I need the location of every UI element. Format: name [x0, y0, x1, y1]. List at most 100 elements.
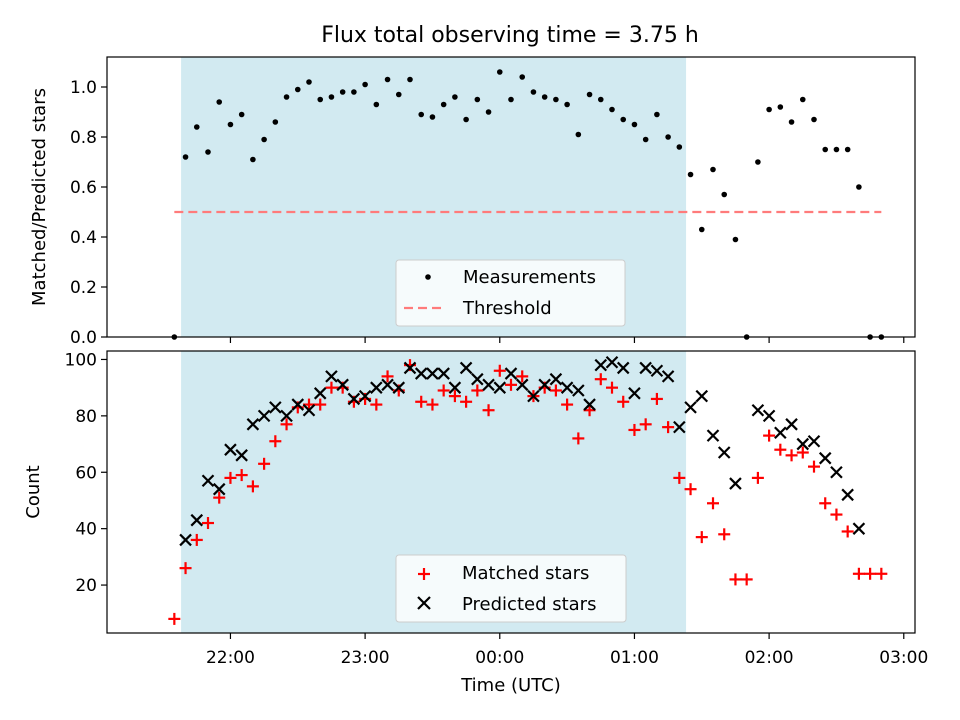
- measurement-point: [272, 119, 279, 125]
- measurement-point: [811, 116, 817, 123]
- matched-star-point: [617, 395, 630, 408]
- legend-measurements-label: Measurements: [463, 267, 596, 288]
- bottom-y-tick-label: 20: [75, 576, 97, 596]
- measurement-point: [755, 159, 761, 165]
- matched-star-point: [662, 421, 675, 434]
- measurement-point: [687, 171, 694, 178]
- predicted-star-point: [515, 378, 529, 392]
- measurement-point: [474, 96, 481, 103]
- measurement-point: [575, 131, 582, 138]
- measurement-point: [193, 124, 200, 130]
- matched-star-point: [493, 364, 506, 377]
- measurement-point: [250, 156, 256, 163]
- top-y-tick-label: 0.0: [70, 328, 97, 348]
- measurement-point: [642, 136, 649, 143]
- predicted-star-point: [706, 429, 720, 442]
- predicted-star-point: [818, 451, 832, 465]
- top-x-ticks: [229, 337, 905, 343]
- measurement-point: [541, 94, 548, 100]
- predicted-star-point: [201, 474, 215, 487]
- predicted-star-point: [313, 387, 327, 400]
- x-axis-label: Time (UTC): [460, 675, 561, 696]
- predicted-star-point: [347, 392, 361, 406]
- top-y-axis: 0.0 0.2 0.4 0.6 0.8 1.0: [70, 78, 107, 348]
- matched-star-point: [650, 392, 663, 405]
- chart-title: Flux total observing time = 3.75 h: [321, 23, 699, 48]
- measurement-point: [732, 236, 739, 243]
- matched-star-point: [740, 573, 753, 586]
- predicted-star-point: [639, 361, 652, 375]
- bottom-panel: 20 40 60 80 100 22:00 23:00 00:00 01:00 02:00 03:…: [23, 350, 928, 696]
- predicted-star-point: [852, 522, 866, 535]
- matched-star-point: [852, 567, 865, 580]
- matched-star-point: [729, 573, 742, 586]
- matched-star-point: [224, 471, 237, 484]
- matched-star-point: [796, 446, 809, 459]
- matched-star-point: [763, 429, 776, 442]
- x-tick-label: 03:00: [879, 648, 928, 668]
- matched-star-point: [437, 384, 450, 397]
- measurement-point: [328, 94, 335, 100]
- predicted-star-point: [257, 409, 271, 423]
- legend-threshold-label: Threshold: [462, 298, 552, 319]
- predicted-star-point: [762, 409, 776, 423]
- bottom-y-axis: 20 40 60 80 100: [65, 350, 107, 596]
- matched-star-point: [269, 435, 282, 448]
- matched-star-point: [482, 404, 495, 417]
- matched-star-point: [258, 457, 271, 470]
- measurement-point: [676, 144, 683, 150]
- predicted-star-point: [538, 378, 551, 392]
- matched-star-point: [415, 395, 428, 408]
- measurement-point: [227, 121, 234, 128]
- predicted-star-point: [426, 367, 439, 380]
- x-tick-label: 22:00: [206, 648, 255, 668]
- measurement-point: [597, 96, 604, 103]
- top-y-tick-label: 1.0: [70, 78, 97, 98]
- predicted-star-point: [482, 378, 495, 392]
- predicted-star-point: [459, 361, 473, 375]
- predicted-star-point: [302, 403, 316, 417]
- matched-star-point: [583, 404, 596, 417]
- measurement-point: [844, 146, 851, 153]
- measurement-point: [351, 89, 357, 95]
- matched-star-point: [460, 395, 473, 408]
- matched-star-point: [179, 562, 192, 575]
- measurement-point: [496, 69, 503, 75]
- measurement-point: [283, 94, 290, 100]
- predicted-star-point: [684, 401, 697, 414]
- legend-measurements-marker: [425, 274, 431, 280]
- predicted-star-point: [796, 437, 810, 451]
- x-tick-label: 02:00: [745, 648, 794, 668]
- matched-star-point: [819, 497, 832, 510]
- x-axis: 22:00 23:00 00:00 01:00 02:00 03:00: [206, 633, 928, 668]
- measurement-point: [429, 114, 436, 120]
- predicted-star-point: [807, 434, 821, 448]
- matched-star-point: [381, 370, 394, 383]
- predicted-star-point: [549, 372, 563, 386]
- measurement-point: [306, 79, 312, 85]
- matched-star-point: [213, 491, 226, 504]
- measurement-point: [339, 89, 346, 95]
- measurement-point: [822, 146, 829, 153]
- predicted-star-point: [291, 398, 305, 411]
- predicted-star-point: [504, 367, 518, 380]
- matched-star-point: [841, 525, 854, 538]
- matched-star-point: [561, 398, 574, 411]
- predicted-star-point: [527, 389, 540, 403]
- matched-star-point: [707, 497, 719, 510]
- legend-predicted-marker: [417, 596, 431, 610]
- bottom-panel-frame: [106, 350, 916, 634]
- predicted-star-point: [448, 381, 462, 394]
- matched-star-point: [235, 469, 248, 482]
- predicted-star-point: [572, 384, 585, 397]
- measurement-point: [205, 149, 211, 155]
- predicted-star-point: [246, 418, 260, 431]
- matched-star-point: [370, 398, 383, 411]
- matched-star-point: [751, 471, 764, 484]
- matched-star-point: [190, 533, 203, 546]
- matched-star-point: [606, 381, 618, 394]
- matched-star-point: [505, 378, 517, 391]
- measurement-point: [609, 106, 615, 113]
- matched-star-point: [549, 384, 562, 397]
